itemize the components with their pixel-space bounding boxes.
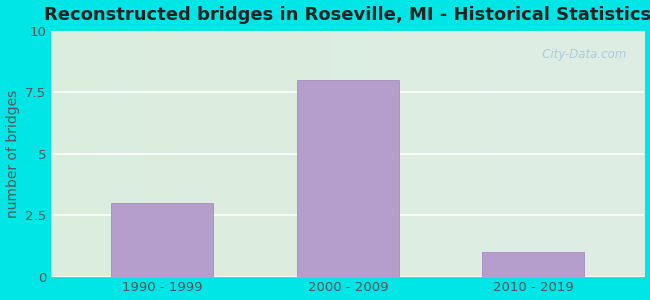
Bar bbox=[111, 203, 213, 277]
Text: City-Data.com: City-Data.com bbox=[531, 48, 627, 61]
Title: Reconstructed bridges in Roseville, MI - Historical Statistics: Reconstructed bridges in Roseville, MI -… bbox=[44, 6, 650, 24]
Bar bbox=[297, 80, 398, 277]
Y-axis label: number of bridges: number of bridges bbox=[6, 89, 20, 218]
Bar bbox=[482, 252, 584, 277]
